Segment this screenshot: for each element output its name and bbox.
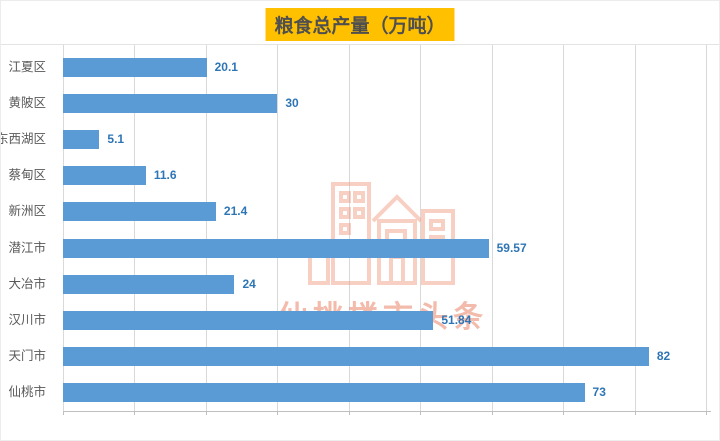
value-label-4: 21.4 (223, 204, 248, 219)
category-label-1: 黄陂区 (8, 95, 46, 110)
gridline-x-70 (563, 45, 564, 411)
category-label-5: 潜江市 (8, 240, 46, 255)
value-label-1: 30 (285, 95, 299, 110)
category-label-4: 新洲区 (8, 204, 46, 219)
value-label-2: 5.1 (107, 132, 125, 146)
value-label-5: 59.57 (496, 240, 527, 255)
value-label-8: 82 (656, 349, 671, 364)
gridline-x-80 (635, 45, 636, 411)
gridline-x-0 (63, 45, 64, 411)
value-label-6: 24 (242, 276, 256, 291)
x-axis-tick-mark (349, 411, 350, 415)
bar-黄陂区 (63, 93, 278, 113)
title-separator-line (1, 44, 719, 45)
value-label-7: 51.84 (441, 313, 472, 327)
bar-仙桃市 (63, 383, 585, 403)
category-label-3: 蔡甸区 (8, 168, 46, 183)
chart-title: 粮食总产量（万吨） (265, 8, 455, 41)
x-axis-tick-mark (206, 411, 207, 415)
gridline-x-30 (277, 45, 278, 411)
x-axis-tick-mark (63, 411, 64, 415)
x-axis-tick-mark (134, 411, 135, 415)
category-label-7: 汉川市 (8, 313, 46, 327)
x-axis-tick-mark (563, 411, 564, 415)
gridline-x-10 (134, 45, 135, 411)
gridline-x-20 (206, 45, 207, 411)
bar-汉川市 (63, 311, 434, 330)
value-label-3: 11.6 (153, 168, 177, 183)
bar-蔡甸区 (63, 166, 146, 186)
bar-江夏区 (63, 57, 207, 77)
category-label-6: 大冶市 (8, 276, 46, 291)
x-axis-tick-mark (420, 411, 421, 415)
gridline-x-90 (706, 45, 707, 411)
value-label-9: 73 (592, 385, 606, 400)
gridline-x-40 (349, 45, 350, 411)
bar-大冶市 (63, 274, 235, 294)
x-axis-tick-mark (277, 411, 278, 415)
value-label-0: 20.1 (214, 59, 238, 74)
category-label-0: 江夏区 (8, 59, 46, 74)
bar-东西湖区 (63, 130, 100, 149)
category-label-9: 仙桃市 (8, 385, 46, 400)
category-label-2: 东西湖区 (0, 132, 46, 146)
gridline-x-60 (492, 45, 493, 411)
gridline-x-50 (420, 45, 421, 411)
bar-新洲区 (63, 202, 216, 222)
x-axis-line (63, 411, 711, 412)
plot-area: 0102030405060708090江夏区20.1黄陂区30东西湖区5.1蔡甸… (1, 45, 711, 415)
x-axis-tick-mark (635, 411, 636, 415)
x-axis-tick-mark (706, 411, 707, 415)
category-label-8: 天门市 (8, 349, 46, 364)
x-axis-tick-mark (492, 411, 493, 415)
bar-潜江市 (63, 238, 489, 258)
bar-天门市 (63, 347, 649, 367)
